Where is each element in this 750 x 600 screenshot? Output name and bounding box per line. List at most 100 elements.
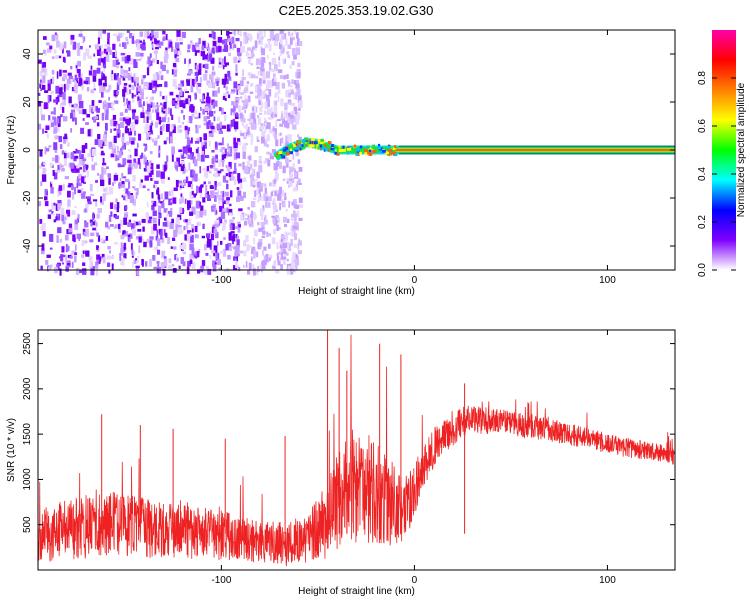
heatmap-noise-cell (96, 232, 99, 237)
heatmap-noise-cell (117, 223, 121, 230)
heatmap-noise-cell (39, 219, 43, 224)
heatmap-noise-cell (87, 129, 91, 137)
heatmap-noise-cell (171, 218, 174, 224)
trace-speckle (359, 145, 363, 149)
heatmap-noise-cell (162, 38, 166, 41)
heatmap-noise-cell (267, 254, 273, 258)
heatmap-noise-cell (263, 160, 268, 164)
heatmap-noise-cell (293, 80, 297, 85)
heatmap-noise-cell (158, 205, 162, 213)
heatmap-noise-cell (69, 256, 73, 259)
heatmap-noise-cell (190, 200, 193, 205)
heatmap-noise-cell (151, 192, 154, 199)
heatmap-noise-cell (90, 89, 95, 94)
heatmap-noise-cell (81, 73, 83, 78)
heatmap-noise-cell (67, 185, 72, 188)
heatmap-noise-cell (104, 44, 109, 48)
heatmap-noise-cell (59, 42, 63, 51)
heatmap-noise-cell (102, 256, 106, 264)
heatmap-noise-cell (230, 119, 235, 127)
heatmap-noise-cell (144, 175, 149, 181)
heatmap-noise-cell (229, 224, 233, 230)
heatmap-noise-cell (217, 170, 222, 174)
spectrogram-x-label: Height of straight line (km) (298, 286, 415, 297)
heatmap-noise-cell (295, 150, 300, 157)
heatmap-noise-cell (292, 124, 297, 130)
trace-speckle (334, 148, 337, 152)
heatmap-noise-cell (206, 115, 210, 120)
heatmap-noise-cell (150, 122, 154, 126)
heatmap-noise-cell (185, 145, 191, 149)
heatmap-noise-cell (214, 181, 217, 188)
heatmap-noise-cell (189, 232, 192, 237)
heatmap-noise-cell (224, 115, 227, 122)
heatmap-noise-cell (215, 232, 219, 239)
heatmap-noise-cell (183, 179, 186, 186)
heatmap-noise-cell (237, 85, 241, 90)
heatmap-noise-cell (224, 269, 227, 272)
heatmap-noise-cell (78, 173, 83, 180)
heatmap-noise-cell (287, 80, 290, 83)
heatmap-noise-cell (297, 178, 301, 184)
heatmap-noise-cell (66, 209, 71, 217)
heatmap-noise-cell (293, 243, 297, 248)
heatmap-noise-cell (121, 172, 124, 178)
heatmap-noise-cell (43, 49, 46, 54)
heatmap-noise-cell (132, 97, 135, 103)
heatmap-noise-cell (286, 259, 289, 262)
heatmap-noise-cell (286, 122, 290, 129)
heatmap-noise-cell (284, 251, 288, 255)
heatmap-noise-cell (119, 117, 124, 121)
heatmap-noise-cell (76, 183, 79, 189)
heatmap-noise-cell (149, 151, 153, 155)
heatmap-noise-cell (53, 107, 56, 115)
heatmap-noise-cell (122, 142, 126, 150)
heatmap-noise-cell (252, 184, 256, 188)
heatmap-noise-cell (83, 36, 86, 42)
trace-speckle (392, 147, 396, 150)
heatmap-noise-cell (124, 128, 129, 133)
heatmap-noise-cell (51, 157, 55, 162)
heatmap-noise-cell (107, 225, 111, 230)
heatmap-noise-cell (198, 221, 201, 226)
heatmap-noise-cell (264, 117, 267, 120)
heatmap-noise-cell (154, 47, 159, 50)
heatmap-noise-cell (241, 119, 245, 126)
heatmap-noise-cell (113, 73, 117, 80)
trace-speckle (317, 138, 320, 142)
heatmap-noise-cell (160, 231, 163, 240)
heatmap-noise-cell (47, 48, 52, 53)
heatmap-noise-cell (169, 222, 174, 230)
heatmap-noise-cell (211, 122, 214, 126)
heatmap-noise-cell (228, 52, 232, 57)
x-tick-label: 100 (599, 275, 616, 286)
heatmap-noise-cell (129, 195, 135, 203)
heatmap-noise-cell (146, 31, 150, 37)
heatmap-noise-cell (185, 169, 189, 173)
heatmap-noise-cell (134, 188, 138, 191)
heatmap-noise-cell (112, 52, 117, 58)
heatmap-noise-cell (198, 38, 201, 45)
heatmap-noise-cell (119, 219, 123, 227)
heatmap-noise-cell (76, 217, 80, 223)
heatmap-noise-cell (285, 209, 288, 212)
heatmap-noise-cell (216, 81, 219, 86)
heatmap-noise-cell (128, 233, 133, 239)
heatmap-noise-cell (214, 184, 217, 191)
heatmap-noise-cell (184, 58, 186, 64)
heatmap-noise-cell (244, 87, 249, 91)
heatmap-noise-cell (260, 67, 262, 71)
heatmap-noise-cell (206, 165, 210, 172)
heatmap-noise-cell (157, 42, 161, 46)
x-tick-label: -100 (211, 275, 231, 286)
heatmap-noise-cell (284, 242, 289, 249)
heatmap-noise-cell (226, 124, 231, 132)
heatmap-noise-cell (221, 147, 226, 150)
heatmap-noise-cell (104, 107, 106, 115)
heatmap-noise-cell (146, 137, 149, 140)
heatmap-noise-cell (256, 182, 261, 188)
heatmap-noise-cell (57, 203, 62, 210)
heatmap-noise-cell (227, 38, 232, 42)
heatmap-noise-cell (242, 265, 245, 268)
heatmap-noise-cell (89, 239, 94, 243)
